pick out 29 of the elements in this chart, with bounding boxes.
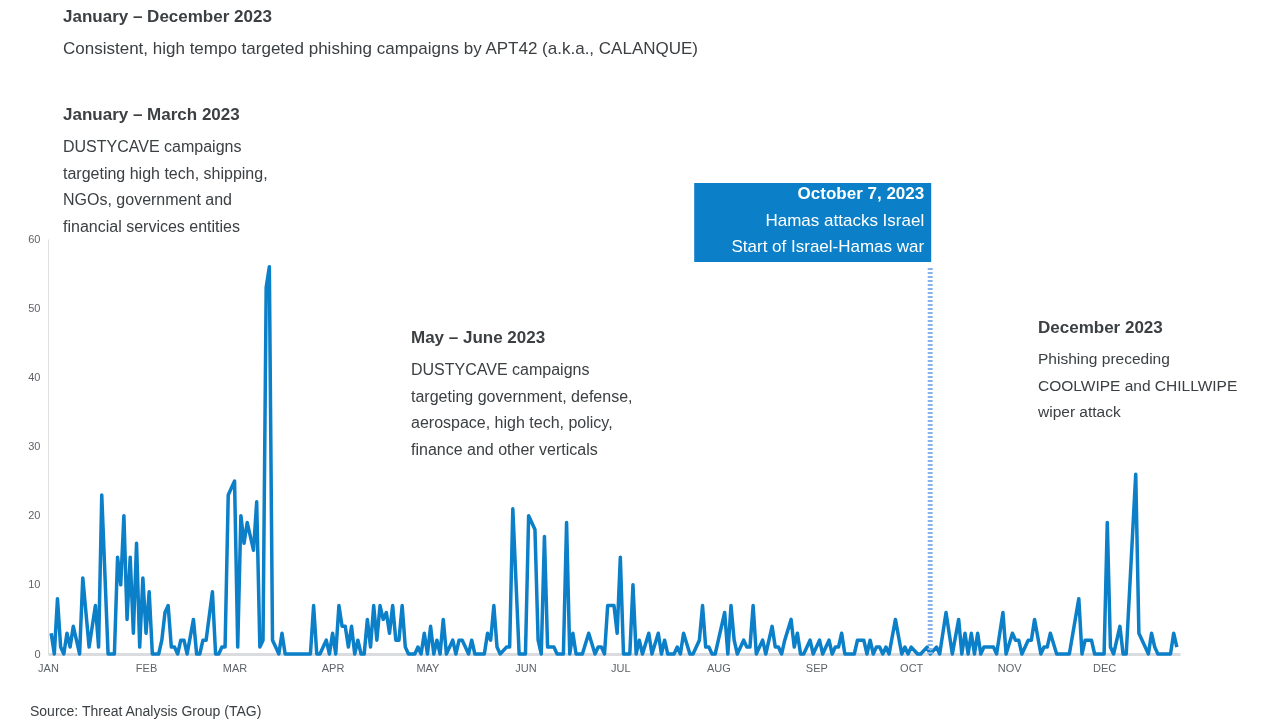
y-tick-label: 10 — [28, 578, 41, 591]
x-tick-label: AUG — [706, 661, 731, 674]
text: Consistent, high tempo targeted phishing campaigns by APT42 (a.k.a., CALANQUE) — [63, 39, 698, 58]
x-tick-label: JUL — [611, 661, 631, 674]
x-tick-label: JAN — [38, 661, 59, 674]
y-tick-label: 0 — [34, 647, 41, 660]
y-tick-label: 40 — [28, 370, 41, 383]
x-tick-label: NOV — [997, 661, 1023, 674]
x-tick-label: JUN — [515, 661, 537, 674]
y-tick-label: 50 — [28, 301, 41, 314]
x-tick-label: MAR — [222, 661, 248, 674]
y-tick-label: 60 — [28, 232, 41, 245]
source-note: Source: Threat Analysis Group (TAG) — [30, 703, 262, 719]
x-tick-label: FEB — [135, 661, 158, 674]
x-tick-label: APR — [321, 661, 345, 674]
x-tick-label: DEC — [1092, 661, 1117, 674]
text: January – December 2023 — [63, 7, 272, 26]
ref-line-label: October 7, 2023 Hamas attacks Israel Start of Israel-Hamas war — [731, 184, 925, 256]
x-tick-label: SEP — [805, 661, 828, 674]
annotation: DUSTYCAVE campaigns targeting government, defense, aerospace, high tech, policy, finance and other verticals — [411, 361, 633, 458]
annotation: December 2023 — [1038, 318, 1163, 337]
y-tick-label: 30 — [28, 440, 41, 452]
text: DUSTYCAVE campaigns targeting high tech, shipping, NGOs, government and financial services entities — [63, 138, 268, 235]
y-tick-label: 20 — [28, 509, 41, 522]
annotation: May – June 2023 — [411, 328, 546, 347]
x-tick-label: MAY — [416, 661, 441, 674]
x-tick-label: OCT — [900, 661, 924, 674]
text: January – March 2023 — [63, 105, 240, 124]
annotation: Phishing preceding COOLWIPE and CHILLWIPE wiper attack — [1037, 350, 1238, 420]
